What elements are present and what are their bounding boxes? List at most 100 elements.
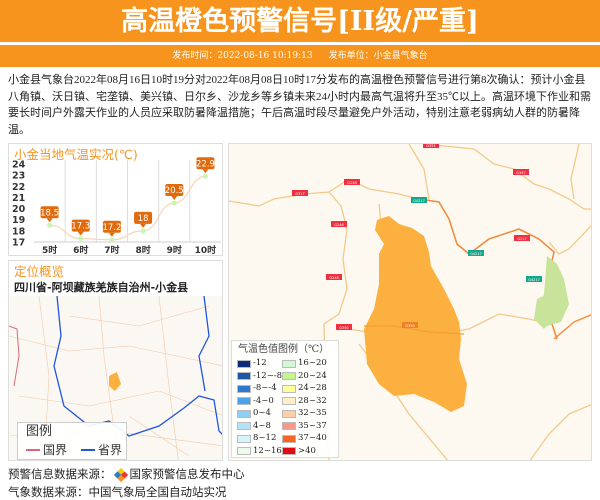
legend-item: 32~35 (282, 408, 327, 419)
road-label-badge (468, 250, 484, 256)
legend-swatch (282, 447, 296, 455)
y-tick-label: 21 (12, 193, 25, 204)
chart-title: 小金当地气温实况(℃) (14, 147, 138, 162)
road-label-badge (402, 322, 418, 328)
page-title: 高温橙色预警信号[II级/严重] (0, 0, 600, 42)
publisher: 发布单位：小金县气象台 (328, 51, 428, 61)
legend-label: >40 (298, 445, 316, 456)
road-label: G350 (339, 326, 348, 330)
legend-item: -12~-8 (237, 371, 282, 382)
road-label: G317 (517, 237, 526, 241)
weather-source-line: 气象数据来源：中国气象局全国自动站实况 (8, 485, 227, 499)
road-label-badge (336, 324, 352, 330)
road-label: G350 (405, 324, 414, 328)
road-label-badge (423, 144, 439, 148)
legend-label: 4~8 (253, 420, 271, 431)
legend-label: 12~16 (253, 445, 282, 456)
road-labels: G351 G248 G317 G248 G248 G350 G347 G4217 G4217 G4… (292, 144, 542, 330)
legend-label: -12 (253, 358, 267, 368)
legend-item: 12~16 (237, 446, 282, 457)
data-label: 17.3 (71, 222, 90, 232)
location-overview-panel: 定位概览 四川省-阿坝藏族羌族自治州-小金县 图例 国界 省界 (8, 260, 223, 461)
legend-item: 35~37 (282, 421, 327, 432)
road-label: G4217 (413, 199, 425, 203)
legend-label: 8~12 (253, 433, 277, 443)
road-label-badge (292, 190, 308, 196)
road-label: G317 (295, 192, 304, 196)
legend-item: 24~28 (282, 383, 327, 394)
warning-area-xiaojin[interactable] (364, 216, 467, 412)
x-tick-label: 10时 (195, 244, 217, 256)
road-label-badge (344, 179, 360, 185)
data-point[interactable] (78, 236, 84, 242)
legend-item: 16~20 (282, 358, 327, 369)
legend-swatch (282, 384, 296, 393)
publish-time: 发布时间：2022-08-16 10:19:13 (172, 51, 313, 61)
legend-item: 4~8 (237, 421, 271, 432)
data-point[interactable] (47, 222, 53, 228)
data-label: 22.9 (196, 159, 215, 169)
warning-description: 小金县气象台2022年08月16日10时19分对2022年08月08日10时17… (8, 74, 591, 136)
legend-item: >40 (282, 446, 316, 457)
legend-item: 20~24 (282, 371, 327, 382)
legend-label: 35~37 (298, 420, 327, 431)
data-label-pointer (171, 196, 178, 200)
legend-swatch (237, 384, 251, 393)
legend-swatch (282, 372, 296, 380)
legend-item: 8~12 (237, 433, 276, 444)
x-tick-label: 7时 (104, 244, 119, 256)
warning-area-map[interactable]: G351 G248 G317 G248 G248 G350 G347 G4217 G4217 G4… (228, 143, 592, 461)
legend-item: 28~32 (282, 396, 327, 407)
legend-item: -4~0 (237, 396, 274, 407)
content-area: 小金当地气温实况(℃) 17 18 19 20 21 22 23 24 5时 6时 7时 8时 9时 10… (0, 143, 600, 461)
data-label: 20.5 (165, 186, 184, 196)
overview-legend: 图例 国界 省界 (17, 422, 127, 460)
legend-national-border: 国界 (43, 443, 68, 457)
y-tick-label: 22 (12, 182, 25, 193)
legend-swatch (237, 359, 251, 368)
legend-swatch (282, 409, 296, 418)
warning-source-line: 预警信息数据来源： 国家预警信息发布中心 (8, 467, 600, 482)
data-label-pointer (46, 218, 53, 223)
road-label-badge (331, 221, 347, 227)
xiaojin-county-area (109, 372, 121, 391)
legend-swatch (282, 434, 296, 443)
legend-swatch (282, 359, 296, 368)
legend-swatch (237, 397, 251, 405)
road-label: G248 (334, 223, 343, 227)
map-canvas[interactable]: G351 G248 G317 G248 G248 G350 G347 G4217 G4217 G4… (229, 144, 592, 461)
road-label: G248 (347, 181, 356, 185)
legend-item: -8~-4 (237, 383, 277, 394)
legend-title: 气温色值图例（℃） (238, 344, 330, 355)
y-tick-label: 24 (12, 160, 26, 171)
legend-label: -8~-4 (253, 383, 277, 393)
x-tick-label: 9时 (167, 244, 182, 256)
warning-source-label: 预警信息数据来源： (8, 467, 112, 481)
legend-swatch (282, 397, 296, 405)
road-label: G4217 (470, 252, 482, 256)
legend-swatch (237, 447, 251, 455)
data-point[interactable] (171, 200, 177, 206)
x-tick-label: 8时 (135, 244, 150, 256)
data-point[interactable] (202, 173, 208, 179)
province-border-swatch (81, 449, 96, 451)
legend-swatch (237, 372, 251, 380)
road-label-badge (526, 276, 542, 282)
data-point[interactable] (140, 228, 146, 234)
y-tick-label: 23 (12, 171, 25, 182)
legend-label: -4~0 (253, 395, 274, 406)
legend-item: 0~4 (237, 408, 271, 419)
y-tick-label: 17 (12, 238, 25, 249)
y-tick-label: 20 (12, 204, 26, 215)
legend-province-border: 省界 (98, 443, 123, 457)
data-point[interactable] (109, 237, 115, 243)
data-label-bg (71, 219, 90, 232)
x-tick-label: 5时 (42, 244, 57, 256)
road-label-badge (513, 169, 529, 175)
road-label-badge (411, 197, 427, 203)
data-label-pointer (77, 231, 84, 236)
legend-swatch (237, 434, 251, 443)
warning-source-name[interactable]: 国家预警信息发布中心 (129, 467, 245, 481)
legend-label: -12~-8 (253, 370, 283, 381)
